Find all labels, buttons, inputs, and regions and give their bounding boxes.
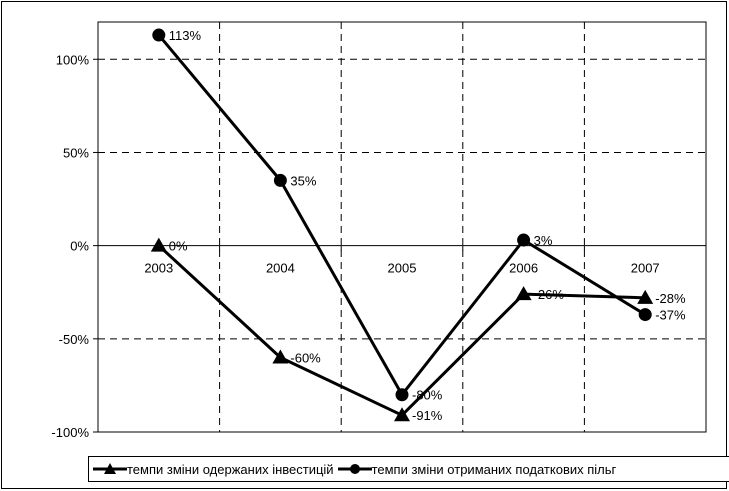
circle-data-point bbox=[152, 28, 166, 42]
data-label: 113% bbox=[169, 28, 202, 43]
circle-marker-icon bbox=[337, 464, 372, 474]
data-label: -28% bbox=[655, 291, 686, 306]
triangle-data-point bbox=[637, 289, 654, 304]
grid-layer bbox=[97, 21, 707, 433]
data-label: -37% bbox=[655, 308, 686, 323]
x-tick-label: 2003 bbox=[144, 261, 173, 276]
x-tick-label: 2004 bbox=[266, 261, 295, 276]
data-label: -26% bbox=[534, 287, 565, 302]
x-tick-label: 2007 bbox=[631, 261, 660, 276]
data-label: 0% bbox=[169, 239, 188, 254]
data-label: -80% bbox=[412, 388, 443, 403]
series-line-2 bbox=[157, 34, 646, 398]
legend: темпи зміни одержаних інвестицій темпи з… bbox=[88, 456, 729, 482]
axis-layer: 100% 50% 0% -50% -100% 2003 2004 2005 2006 2007 bbox=[51, 52, 707, 440]
circle-data-point bbox=[517, 233, 531, 247]
triangle-marker-icon bbox=[93, 463, 127, 474]
data-label: 35% bbox=[290, 173, 316, 188]
circle-data-point bbox=[638, 308, 652, 322]
x-tick-label: 2006 bbox=[509, 261, 538, 276]
label-layer: 0% -60% -91% -26% -28% 113% 35% -80% 3% -37% bbox=[169, 28, 686, 423]
triangle-data-point bbox=[272, 349, 289, 364]
legend-label-investments: темпи зміни одержаних інвестицій bbox=[127, 461, 334, 477]
y-tick-label: 100% bbox=[56, 52, 90, 67]
x-tick-label: 2005 bbox=[388, 261, 417, 276]
y-tick-label: 50% bbox=[63, 145, 89, 160]
legend-entry-investments: темпи зміни одержаних інвестицій bbox=[93, 462, 334, 477]
data-label: 3% bbox=[534, 233, 553, 248]
legend-label-tax-benefits: темпи зміни отриманих податкових пільг bbox=[371, 461, 617, 477]
y-tick-label: -100% bbox=[51, 425, 89, 440]
triangle-data-point bbox=[515, 286, 532, 301]
circle-data-point bbox=[273, 173, 287, 187]
series-layer bbox=[150, 28, 654, 422]
y-tick-label: 0% bbox=[70, 239, 89, 254]
data-label: -60% bbox=[290, 350, 321, 365]
plot-area-border bbox=[97, 21, 707, 433]
y-tick-label: -50% bbox=[59, 332, 90, 347]
triangle-data-point bbox=[150, 237, 167, 252]
data-label: -91% bbox=[412, 408, 443, 423]
triangle-data-point bbox=[394, 407, 410, 422]
legend-entry-tax-benefits: темпи зміни отриманих податкових пільг bbox=[337, 461, 617, 477]
circle-data-point bbox=[395, 388, 409, 402]
